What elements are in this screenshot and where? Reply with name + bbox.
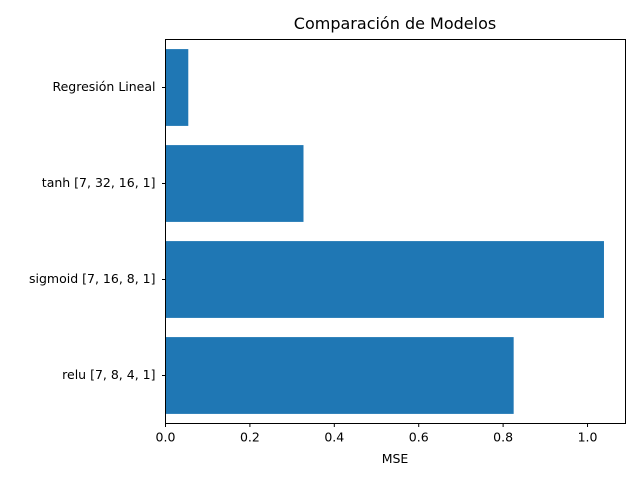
bar xyxy=(165,337,514,414)
y-tick-label: sigmoid [7, 16, 8, 1] xyxy=(29,271,155,286)
y-tick-label: Regresión Lineal xyxy=(52,79,155,94)
x-tick-label: 0.6 xyxy=(409,430,429,445)
x-tick-label: 0.4 xyxy=(324,430,344,445)
bars-group xyxy=(165,49,604,414)
x-axis-ticks: 0.0 0.2 0.4 0.6 0.8 1.0 xyxy=(156,423,598,445)
bar xyxy=(165,49,189,126)
x-tick-label: 0.8 xyxy=(493,430,513,445)
chart-title: Comparación de Modelos xyxy=(294,14,496,33)
y-tick-label: tanh [7, 32, 16, 1] xyxy=(42,175,156,190)
y-tick-label: relu [7, 8, 4, 1] xyxy=(62,367,155,382)
bar xyxy=(165,145,304,222)
bar xyxy=(165,241,604,318)
x-tick-label: 1.0 xyxy=(578,430,598,445)
x-axis-label: MSE xyxy=(382,451,409,466)
x-tick-label: 0.2 xyxy=(240,430,260,445)
plot-frame xyxy=(165,39,626,424)
x-tick-label: 0.0 xyxy=(156,430,176,445)
y-axis-ticks: relu [7, 8, 4, 1] sigmoid [7, 16, 8, 1] ta… xyxy=(29,79,166,382)
